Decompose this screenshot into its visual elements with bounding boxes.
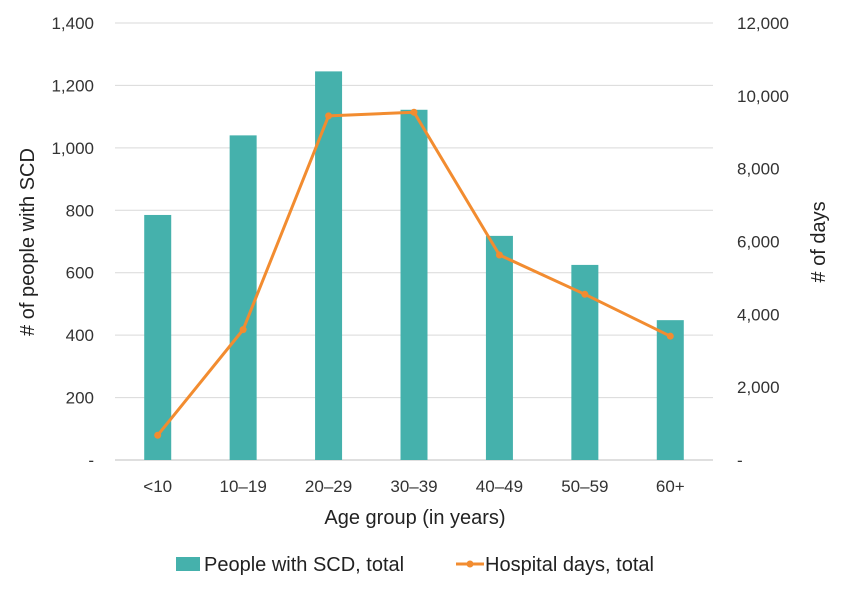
x-tick-label: 20–29 [305,477,352,496]
legend-line-marker [466,560,474,568]
legend-bar-swatch [176,557,200,571]
bar [656,320,684,460]
y-left-tick-label: - [88,451,94,470]
legend-bar-label: People with SCD, total [204,554,404,576]
y-right-tick-label: - [737,451,743,470]
y-left-tick-label: 200 [66,389,94,408]
y-left-tick-label: 800 [66,201,94,220]
y-right-tick-label: 10,000 [737,87,789,106]
y-axis-left-title: # of people with SCD [17,148,39,336]
y-left-tick-label: 1,000 [51,139,94,158]
x-tick-label: 30–39 [390,477,437,496]
y-left-tick-label: 1,200 [51,76,94,95]
y-right-tick-label: 4,000 [737,305,780,324]
bar [229,135,257,460]
x-tick-label: 60+ [656,477,685,496]
line-point [325,112,333,120]
line-point [410,108,418,116]
y-axis-left-ticks: - 200 400 600 800 1,000 1,200 1,400 [51,14,94,470]
x-tick-label: 10–19 [220,477,267,496]
y-left-tick-label: 400 [66,326,94,345]
line-point [581,290,589,298]
bar [144,214,172,460]
bar-series [144,71,684,461]
line-point [239,326,247,334]
y-right-tick-label: 12,000 [737,14,789,33]
bar [315,71,343,460]
x-tick-label: <10 [143,477,172,496]
y-right-tick-label: 6,000 [737,233,780,252]
bar [400,109,428,461]
y-axis-right-title: # of days [808,201,830,282]
line-series [154,108,674,439]
legend-line-label: Hospital days, total [485,554,654,576]
y-left-tick-label: 600 [66,264,94,283]
y-right-tick-label: 2,000 [737,378,780,397]
y-left-tick-label: 1,400 [51,14,94,33]
line-point [495,251,503,259]
x-axis-ticks: <10 10–19 20–29 30–39 40–49 50–59 60+ [143,477,684,496]
line-point [154,431,162,439]
x-axis-title: Age group (in years) [324,507,505,529]
line-point [666,332,674,340]
x-tick-label: 50–59 [561,477,608,496]
bar [485,235,513,460]
y-axis-right-ticks: - 2,000 4,000 6,000 8,000 10,000 12,000 [737,14,789,470]
legend: People with SCD, total Hospital days, to… [176,554,654,576]
x-tick-label: 40–49 [476,477,523,496]
y-right-tick-label: 8,000 [737,160,780,179]
